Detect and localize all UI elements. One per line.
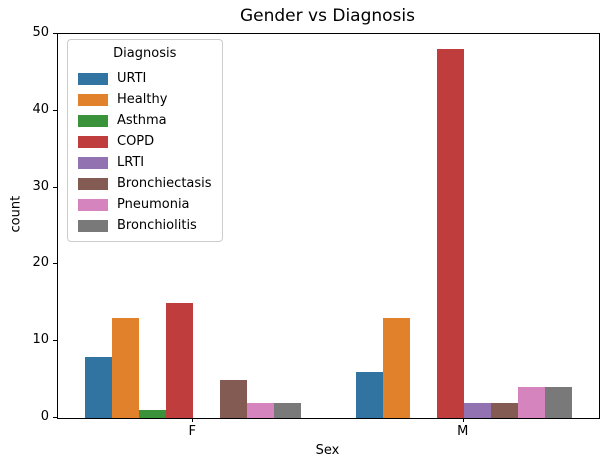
legend-swatch-icon [78, 177, 108, 190]
legend-item-bronchiolitis: Bronchiolitis [78, 218, 212, 233]
bar-F-bronchiolitis [274, 402, 302, 418]
y-tick-mark [53, 109, 57, 111]
legend-swatch-icon [78, 114, 108, 127]
legend-item-lrti: LRTI [78, 155, 212, 170]
legend-item-urti: URTI [78, 71, 212, 86]
y-tick-mark [53, 33, 57, 34]
y-tick-mark [53, 340, 57, 342]
legend-swatch-icon [78, 198, 108, 211]
bar-F-asthma [139, 410, 167, 418]
legend-swatch-icon [78, 135, 108, 148]
legend-item-bronchiectasis: Bronchiectasis [78, 176, 212, 191]
bar-M-healthy [382, 318, 410, 418]
x-tick-mark [192, 418, 194, 422]
bar-F-copd [166, 302, 194, 418]
y-axis-label: count [8, 195, 24, 233]
bar-M-urti [355, 371, 383, 418]
legend-label: Bronchiolitis [117, 218, 197, 233]
y-tick-label: 40 [32, 101, 49, 117]
x-tick-label: F [188, 424, 196, 439]
bar-M-bronchiolitis [544, 387, 572, 418]
legend-label: COPD [117, 134, 155, 149]
x-axis-label: Sex [315, 443, 340, 458]
legend-swatch-icon [78, 156, 108, 169]
legend-label: Healthy [117, 92, 168, 107]
y-tick-label: 50 [32, 25, 49, 40]
y-tick-mark [53, 186, 57, 188]
bar-M-copd [436, 49, 464, 418]
bar-M-pneumonia [517, 387, 545, 418]
x-tick-mark [462, 418, 464, 422]
plot-area: Diagnosis URTI Healthy Asthma COPD LRTI Bronc… [57, 33, 600, 419]
legend-label: Bronchiectasis [117, 176, 212, 191]
legend-item-healthy: Healthy [78, 92, 212, 107]
y-tick-label: 0 [40, 409, 49, 424]
bar-F-healthy [112, 318, 140, 418]
y-tick-mark [53, 417, 57, 418]
y-tick-label: 20 [32, 255, 49, 271]
legend-item-asthma: Asthma [78, 113, 212, 128]
bar-M-lrti [463, 402, 491, 418]
bar-F-urti [85, 356, 113, 418]
legend-swatch-icon [78, 93, 108, 106]
bar-F-bronchiectasis [220, 379, 248, 418]
legend: Diagnosis URTI Healthy Asthma COPD LRTI Bronc… [67, 39, 223, 242]
y-tick-label: 10 [32, 332, 49, 348]
legend-label: Asthma [117, 113, 167, 128]
legend-label: Pneumonia [117, 197, 190, 212]
bar-M-bronchiectasis [490, 402, 518, 418]
bar-F-pneumonia [247, 402, 275, 418]
x-tick-label: M [457, 424, 469, 439]
legend-swatch-icon [78, 219, 108, 232]
legend-label: URTI [117, 71, 147, 86]
legend-swatch-icon [78, 72, 108, 85]
y-tick-mark [53, 263, 57, 265]
legend-item-pneumonia: Pneumonia [78, 197, 212, 212]
legend-item-copd: COPD [78, 134, 212, 149]
legend-title: Diagnosis [113, 46, 177, 61]
chart-title: Gender vs Diagnosis [239, 6, 415, 26]
legend-label: LRTI [117, 155, 145, 170]
legend-items: URTI Healthy Asthma COPD LRTI Bronchiectasis P… [78, 65, 212, 233]
y-tick-label: 30 [32, 178, 49, 194]
